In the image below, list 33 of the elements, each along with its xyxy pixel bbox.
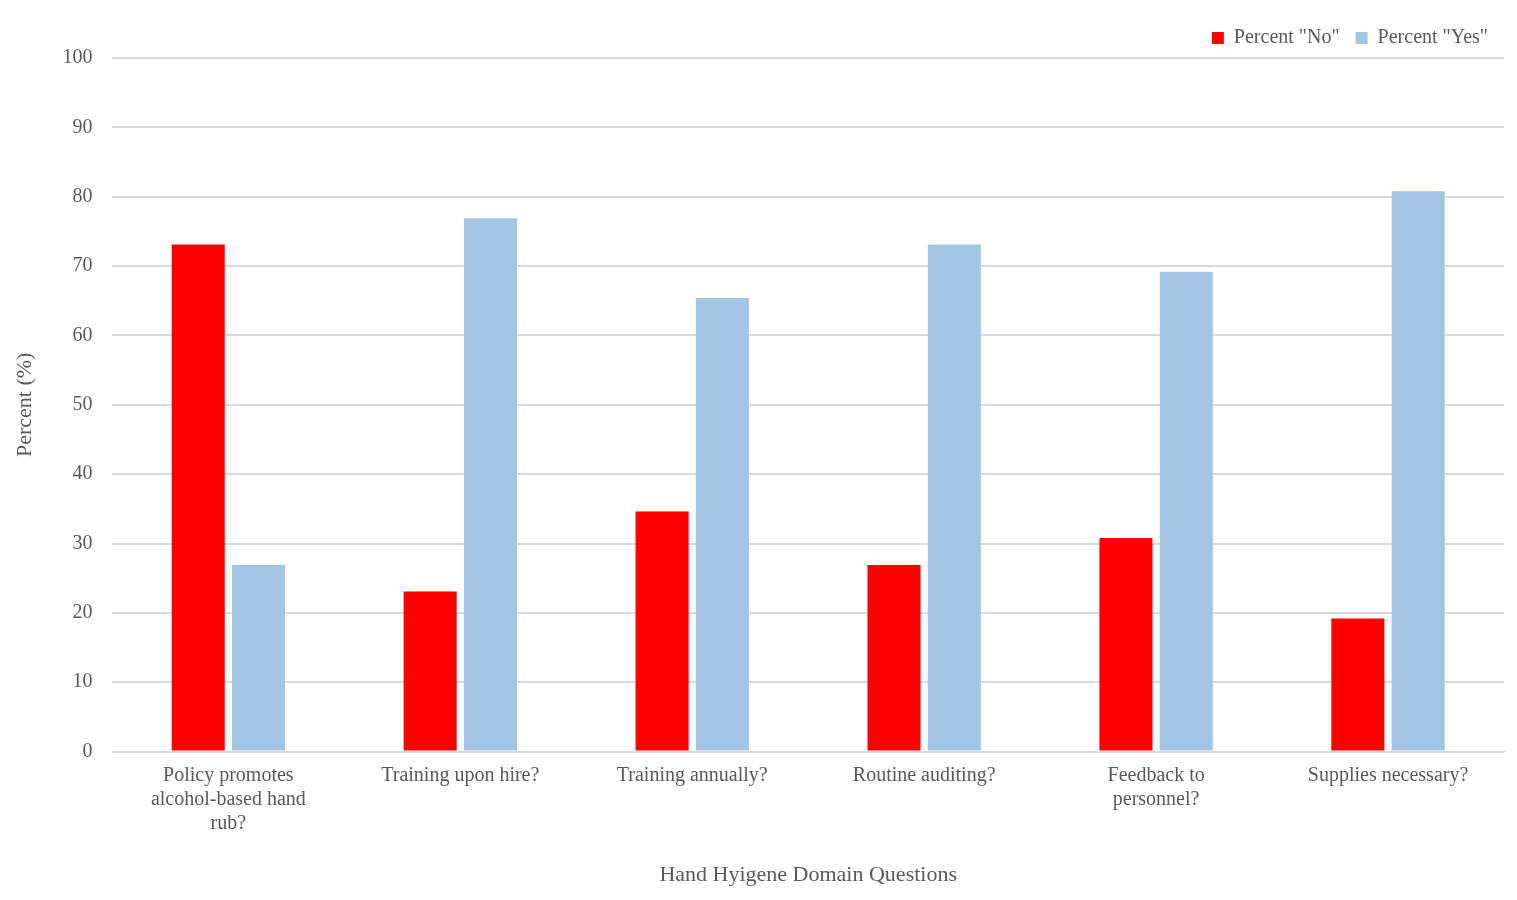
x-tick-label: Feedback to personnel? [1107, 762, 1205, 810]
bar [927, 244, 981, 751]
bar [1391, 191, 1445, 751]
bar [635, 511, 689, 751]
bar [1331, 618, 1385, 751]
bar [463, 218, 517, 751]
x-tick-label: Routine auditing? [852, 762, 996, 786]
y-tick-label: 80 [72, 183, 93, 206]
legend-label: Percent "Yes" [1377, 25, 1489, 48]
bar [1099, 537, 1153, 751]
bar [695, 297, 749, 751]
bar [231, 565, 286, 751]
y-tick-label: 30 [72, 530, 93, 553]
y-tick-label: 50 [72, 392, 93, 415]
x-tick-label: Training annually? [616, 762, 768, 786]
bar [1159, 271, 1213, 751]
y-tick-label: 40 [72, 461, 93, 484]
bar [171, 244, 225, 751]
x-tick-label: Policy promotes alcohol-based hand rub? [150, 762, 306, 833]
y-axis-title: Percent (%) [10, 352, 36, 458]
bar [403, 591, 457, 751]
bar [867, 565, 921, 751]
x-tick-label: Supplies necessary? [1307, 762, 1469, 786]
y-tick-label: 100 [62, 45, 93, 68]
y-tick-label: 20 [72, 600, 93, 623]
y-tick-label: 70 [72, 253, 93, 276]
x-tick-label: Training upon hire? [381, 762, 540, 786]
legend-label: Percent "No" [1233, 25, 1340, 48]
y-tick-label: 0 [82, 738, 93, 761]
y-tick-label: 10 [72, 669, 93, 692]
y-tick-label: 60 [72, 322, 93, 345]
x-axis-title: Hand Hyigene Domain Questions [659, 860, 957, 886]
y-tick-label: 90 [72, 114, 93, 137]
